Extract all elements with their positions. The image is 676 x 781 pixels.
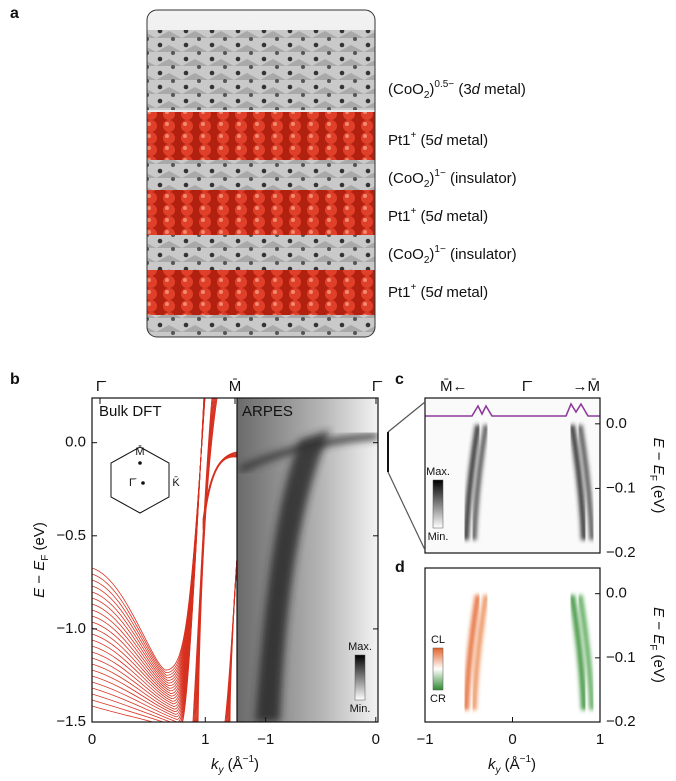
text-part: ) bbox=[531, 756, 536, 773]
text-part: (CoO bbox=[388, 170, 424, 187]
colorbar bbox=[355, 655, 365, 700]
x-tick-label: 0 bbox=[372, 731, 380, 748]
text-part: −1 bbox=[520, 754, 532, 765]
text-part: (eV) bbox=[650, 481, 667, 514]
y-tick-label: −0.2 bbox=[606, 713, 636, 730]
panel-label: a bbox=[10, 5, 19, 22]
bz-point bbox=[138, 461, 142, 465]
colorbar-label: Max. bbox=[348, 641, 372, 653]
x-tick-label: 0 bbox=[508, 731, 516, 748]
layer-label: (CoO2)1− (insulator) bbox=[388, 168, 517, 190]
high-symmetry-label: →M̄ bbox=[573, 378, 601, 395]
high-symmetry-label: Γ̄ bbox=[522, 378, 532, 395]
dichroism-map bbox=[425, 568, 600, 722]
text-part: 1− bbox=[434, 244, 446, 255]
y-tick-label: −1.5 bbox=[56, 713, 86, 730]
text-part: (eV) bbox=[31, 522, 48, 555]
y-axis-label: E − EF (eV) bbox=[647, 607, 667, 683]
text-part: − bbox=[650, 617, 667, 634]
y-tick-label: −0.2 bbox=[606, 544, 636, 561]
y-axis-label: E − EF (eV) bbox=[31, 522, 51, 598]
colorbar bbox=[433, 648, 443, 690]
y-tick-label: −0.1 bbox=[606, 479, 636, 496]
y-tick-label: −1.0 bbox=[56, 620, 86, 637]
band bbox=[230, 560, 237, 722]
layer-label: Pt1+ (5d metal) bbox=[388, 206, 488, 225]
text-part: (5 bbox=[416, 208, 434, 225]
text-part: Pt1 bbox=[388, 208, 411, 225]
panel-label: d bbox=[395, 559, 405, 576]
figure: a b c d (CoO2)0.5− (3d metal) Pt1+ (5d metal)… bbox=[0, 0, 676, 781]
layer-label: (CoO2)1− (insulator) bbox=[388, 244, 517, 266]
crystal-structure bbox=[147, 10, 375, 337]
panel-label: b bbox=[10, 371, 20, 388]
text-part: −1 bbox=[243, 754, 255, 765]
text-part: metal) bbox=[480, 81, 526, 98]
text-part: 1− bbox=[434, 168, 446, 179]
panel-label: c bbox=[395, 371, 404, 388]
colorbar-label: Min. bbox=[428, 531, 449, 543]
high-symmetry-label: Γ̄ bbox=[96, 378, 106, 395]
text-part: metal) bbox=[442, 132, 488, 149]
text-part: (CoO bbox=[388, 81, 424, 98]
x-axis-label: ky (Å−1) bbox=[211, 754, 259, 776]
bz-point bbox=[141, 481, 145, 485]
bz-label: M̄ bbox=[135, 445, 144, 458]
layer-label: Pt1+ (5d metal) bbox=[388, 130, 488, 149]
y-tick-label: 0.0 bbox=[606, 585, 627, 602]
text-part: − bbox=[650, 448, 667, 465]
text-part: (insulator) bbox=[446, 170, 517, 187]
arpes-zoom bbox=[425, 398, 600, 553]
x-tick-label: 1 bbox=[201, 731, 209, 748]
y-tick-label: −0.1 bbox=[606, 649, 636, 666]
x-tick-label: −1 bbox=[257, 731, 274, 748]
y-axis-label: E − EF (eV) bbox=[647, 438, 667, 514]
layer-label: Pt1+ (5d metal) bbox=[388, 282, 488, 301]
colorbar-label: CL bbox=[431, 634, 445, 646]
bz-label: Γ̄ bbox=[129, 477, 137, 489]
text-part: metal) bbox=[442, 284, 488, 301]
y-tick-label: 0.0 bbox=[606, 415, 627, 432]
dft-bands bbox=[92, 375, 237, 730]
text-part: (CoO bbox=[388, 246, 424, 263]
layer-label: (CoO2)0.5− (3d metal) bbox=[388, 79, 526, 101]
x-tick-label: 1 bbox=[596, 731, 604, 748]
text-part: (3 bbox=[454, 81, 472, 98]
text-part: Pt1 bbox=[388, 284, 411, 301]
bz-label: K̄ bbox=[172, 476, 180, 489]
y-tick-label: 0.0 bbox=[65, 434, 86, 451]
text-part: 0.5− bbox=[434, 79, 454, 90]
x-axis-label: ky (Å−1) bbox=[488, 754, 536, 776]
text-part: metal) bbox=[442, 208, 488, 225]
colorbar-label: Min. bbox=[350, 703, 371, 715]
text-part: (eV) bbox=[650, 650, 667, 683]
text-part: (Å bbox=[223, 756, 242, 773]
colorbar-label: CR bbox=[430, 693, 446, 705]
x-tick-label: 0 bbox=[88, 731, 96, 748]
x-tick-label: −1 bbox=[416, 731, 433, 748]
text-part: ) bbox=[254, 756, 259, 773]
panel-title: ARPES bbox=[242, 403, 293, 420]
high-symmetry-label: Γ̄ bbox=[372, 378, 382, 395]
colorbar bbox=[433, 480, 443, 528]
y-tick-label: −0.5 bbox=[56, 527, 86, 544]
panel-title: Bulk DFT bbox=[99, 403, 162, 420]
high-symmetry-label: M̄ bbox=[229, 378, 242, 395]
text-part: (Å bbox=[500, 756, 519, 773]
text-part: (insulator) bbox=[446, 246, 517, 263]
text-part: (5 bbox=[416, 284, 434, 301]
text-part: − bbox=[31, 571, 48, 588]
band bbox=[198, 398, 217, 722]
colorbar-label: Max. bbox=[426, 466, 450, 478]
band bbox=[197, 398, 216, 722]
high-symmetry-label: M̄← bbox=[440, 378, 468, 395]
text-part: (5 bbox=[416, 132, 434, 149]
text-part: Pt1 bbox=[388, 132, 411, 149]
